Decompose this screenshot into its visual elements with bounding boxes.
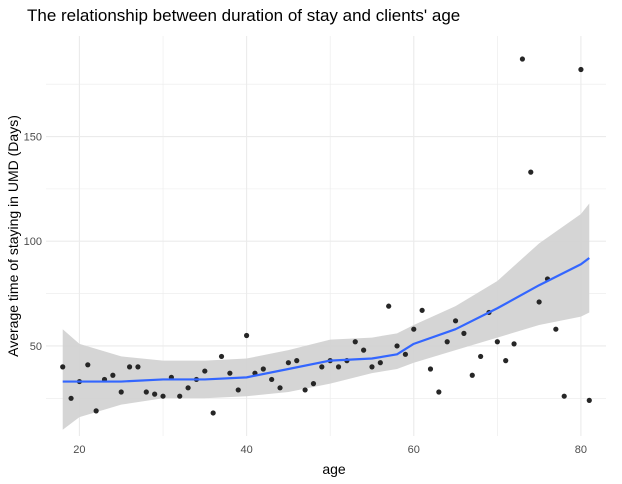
smooth-line-group [62, 257, 590, 383]
data-point [319, 364, 325, 370]
data-point [302, 387, 308, 393]
data-point [143, 389, 149, 395]
data-point [369, 364, 375, 370]
x-axis-ticks: 20 40 60 80 [73, 444, 587, 456]
data-point [269, 376, 275, 383]
data-point [411, 326, 417, 332]
y-axis-label: Average time of staying in UMD (Days) [5, 115, 21, 357]
data-point [578, 66, 584, 73]
y-tick-label: 50 [30, 341, 42, 353]
data-point [177, 393, 183, 399]
y-tick-label: 150 [24, 132, 42, 144]
x-tick-label: 60 [408, 444, 420, 456]
data-point [394, 343, 400, 349]
data-point [310, 381, 317, 387]
data-point [277, 385, 283, 391]
data-point [85, 362, 91, 368]
data-point [452, 318, 459, 324]
data-point [419, 307, 425, 313]
data-point [294, 358, 300, 364]
data-point [152, 391, 158, 397]
data-point [553, 326, 559, 332]
chart-title: The relationship between duration of sta… [27, 6, 461, 25]
data-point [110, 372, 116, 378]
confidence-band-group [62, 203, 590, 430]
data-point [352, 339, 358, 345]
data-point [93, 408, 99, 414]
data-point [503, 358, 509, 364]
data-point [478, 353, 484, 360]
data-point [386, 303, 392, 309]
data-point [469, 372, 475, 378]
data-point [160, 393, 166, 399]
data-point [494, 339, 500, 345]
data-point [118, 389, 124, 395]
data-point [361, 347, 367, 353]
data-point [210, 410, 216, 416]
data-point [377, 360, 383, 366]
data-point [536, 299, 542, 305]
data-point [185, 385, 191, 391]
x-axis-label: age [322, 461, 346, 477]
data-point [68, 395, 74, 401]
data-point [461, 330, 467, 336]
data-point [60, 364, 66, 370]
x-tick-label: 80 [575, 444, 587, 456]
data-point [528, 169, 534, 175]
data-point [135, 364, 141, 370]
smooth-line [62, 257, 590, 383]
data-point [519, 56, 526, 62]
data-point [218, 353, 225, 360]
x-tick-label: 20 [73, 444, 85, 456]
data-point [285, 360, 291, 366]
data-point [444, 339, 450, 345]
x-tick-label: 40 [240, 444, 252, 456]
confidence-band [62, 203, 590, 430]
data-point [227, 370, 233, 376]
data-point [436, 389, 442, 395]
data-point [561, 393, 567, 399]
data-point [586, 397, 592, 403]
data-point [235, 387, 241, 393]
data-point [511, 341, 517, 347]
y-tick-label: 100 [24, 236, 42, 248]
data-point [427, 366, 434, 372]
data-point [126, 364, 133, 370]
y-axis-ticks: 50 100 150 [24, 132, 42, 353]
data-point [260, 366, 266, 372]
data-point [202, 368, 208, 374]
data-point [243, 332, 250, 339]
data-point [335, 364, 342, 370]
data-point [402, 351, 409, 357]
